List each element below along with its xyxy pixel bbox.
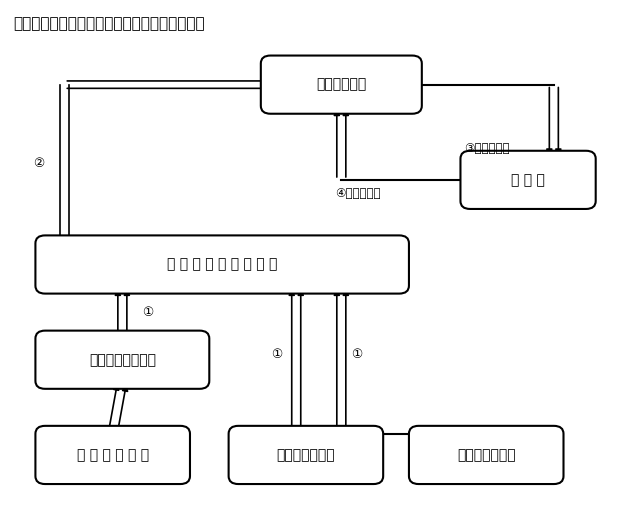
FancyBboxPatch shape xyxy=(35,331,209,389)
Text: 市 町 村 立 学 校: 市 町 村 立 学 校 xyxy=(77,448,149,462)
FancyBboxPatch shape xyxy=(261,56,422,114)
Text: 図４　需要数の報告の経路と発行の指示・承諾: 図４ 需要数の報告の経路と発行の指示・承諾 xyxy=(13,16,205,31)
Text: 発 行 者: 発 行 者 xyxy=(511,173,545,187)
FancyBboxPatch shape xyxy=(35,426,190,484)
FancyBboxPatch shape xyxy=(35,235,409,294)
Text: ①: ① xyxy=(142,306,153,318)
Text: ④発行の承諾: ④発行の承諾 xyxy=(335,187,381,199)
FancyBboxPatch shape xyxy=(409,426,564,484)
Text: 国・私立学校長: 国・私立学校長 xyxy=(457,448,516,462)
FancyBboxPatch shape xyxy=(229,426,383,484)
Text: 都 道 府 県 教 育 委 員 会: 都 道 府 県 教 育 委 員 会 xyxy=(167,258,278,271)
Text: 都道府県立学校: 都道府県立学校 xyxy=(276,448,336,462)
Text: ①: ① xyxy=(271,348,283,361)
Text: ②: ② xyxy=(33,158,44,170)
Text: 文部科学大臣: 文部科学大臣 xyxy=(316,78,366,92)
Text: ③発行の指示: ③発行の指示 xyxy=(464,142,509,154)
Text: ①: ① xyxy=(351,348,362,361)
Text: 市町村教育委員会: 市町村教育委員会 xyxy=(89,353,156,367)
FancyBboxPatch shape xyxy=(460,151,596,209)
